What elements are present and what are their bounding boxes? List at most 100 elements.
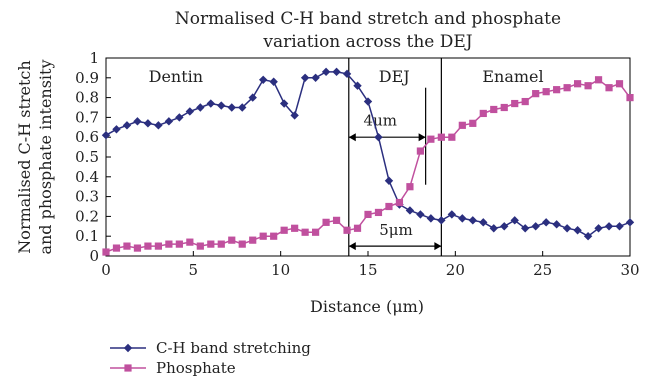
annotations: 4μm 5μm bbox=[348, 87, 442, 251]
data-point bbox=[332, 67, 341, 77]
data-point bbox=[321, 67, 331, 77]
data-point bbox=[123, 242, 131, 250]
data-point bbox=[186, 238, 194, 246]
data-point bbox=[458, 214, 467, 223]
data-point bbox=[322, 218, 330, 226]
data-point bbox=[154, 121, 163, 130]
data-point bbox=[143, 119, 153, 128]
data-point bbox=[280, 226, 288, 234]
data-point bbox=[426, 214, 436, 223]
data-point bbox=[196, 103, 205, 112]
x-tick-label: 25 bbox=[533, 261, 552, 279]
data-point bbox=[385, 202, 393, 211]
chart-title-line-2: variation across the DEJ bbox=[262, 32, 472, 52]
data-point bbox=[175, 113, 184, 122]
data-point bbox=[238, 103, 247, 112]
annotation-label: 5μm bbox=[379, 221, 413, 239]
x-tick-label: 15 bbox=[358, 261, 377, 279]
data-point bbox=[437, 216, 446, 225]
data-point bbox=[353, 81, 362, 90]
data-point bbox=[521, 224, 530, 233]
data-point bbox=[469, 119, 477, 127]
y-tick-label: 0.7 bbox=[75, 108, 99, 126]
data-point bbox=[269, 77, 278, 86]
region-labels: Dentin DEJ Enamel bbox=[149, 67, 544, 86]
x-tick-label: 0 bbox=[101, 261, 111, 279]
data-point bbox=[102, 248, 110, 256]
y-tick-label: 0.1 bbox=[75, 227, 99, 245]
y-axis-label-line-2: and phosphate intensity bbox=[36, 59, 55, 254]
data-point bbox=[206, 99, 215, 108]
data-point bbox=[583, 232, 593, 241]
data-point bbox=[479, 109, 487, 118]
axis-ticks: 0 5 10 15 20 25 3000.10.20.30.40.50.60.70.80.9… bbox=[75, 49, 639, 279]
data-point bbox=[207, 240, 215, 248]
region-label: Dentin bbox=[149, 67, 203, 86]
data-point bbox=[112, 244, 121, 252]
data-point bbox=[311, 73, 320, 82]
data-point bbox=[490, 105, 498, 114]
data-point bbox=[144, 242, 152, 250]
x-tick-label: 20 bbox=[446, 261, 465, 279]
data-point bbox=[259, 75, 268, 84]
data-point bbox=[217, 101, 226, 110]
region-label: Enamel bbox=[482, 67, 543, 86]
data-point bbox=[343, 226, 351, 234]
data-point bbox=[510, 216, 519, 225]
data-point bbox=[395, 198, 404, 207]
data-point bbox=[227, 103, 236, 112]
data-point bbox=[101, 131, 111, 140]
data-point bbox=[489, 224, 498, 233]
data-point bbox=[363, 97, 373, 106]
data-point bbox=[615, 80, 624, 88]
data-point bbox=[249, 236, 257, 244]
data-point bbox=[270, 232, 278, 240]
data-point bbox=[521, 97, 529, 106]
data-point bbox=[479, 218, 488, 227]
data-point bbox=[175, 240, 183, 248]
data-point bbox=[228, 236, 236, 244]
data-point bbox=[604, 222, 614, 231]
legend-label: Phosphate bbox=[156, 359, 236, 377]
data-point bbox=[615, 222, 624, 231]
data-point bbox=[332, 216, 341, 224]
data-point bbox=[626, 94, 634, 102]
data-point bbox=[531, 222, 540, 231]
data-point bbox=[541, 218, 551, 227]
x-tick-label: 30 bbox=[620, 261, 639, 279]
data-point bbox=[625, 218, 635, 227]
legend: C-H band stretching Phosphate bbox=[110, 339, 311, 377]
data-point bbox=[594, 224, 603, 233]
data-point bbox=[553, 86, 561, 94]
x-tick-label: 5 bbox=[189, 261, 199, 279]
data-point bbox=[594, 76, 603, 84]
data-point bbox=[259, 232, 267, 240]
annotation-arrowhead bbox=[434, 242, 442, 251]
annotation-arrowhead bbox=[418, 133, 426, 142]
region-label: DEJ bbox=[379, 67, 410, 86]
data-point bbox=[573, 226, 582, 235]
y-tick-label: 0.8 bbox=[75, 89, 99, 107]
annotation-label: 4μm bbox=[363, 111, 397, 129]
y-tick-label: 0 bbox=[89, 247, 99, 265]
data-point bbox=[468, 216, 477, 225]
legend-marker bbox=[123, 343, 133, 353]
legend-marker bbox=[124, 364, 132, 372]
y-tick-label: 0.5 bbox=[75, 148, 99, 166]
data-point bbox=[605, 84, 613, 92]
x-tick-label: 10 bbox=[271, 261, 290, 279]
data-point bbox=[574, 80, 582, 88]
data-point bbox=[500, 222, 509, 231]
chart-title-line-1: Normalised C-H band stretch and phosphat… bbox=[175, 9, 561, 29]
data-point bbox=[511, 99, 519, 108]
data-point bbox=[154, 242, 162, 250]
data-point bbox=[437, 133, 445, 141]
data-point bbox=[164, 117, 174, 126]
y-tick-label: 0.3 bbox=[75, 188, 99, 206]
data-point bbox=[406, 183, 414, 191]
data-point bbox=[374, 208, 383, 217]
y-axis-label-line-1: Normalised C-H stretch bbox=[15, 60, 34, 253]
data-point bbox=[584, 82, 592, 90]
legend-label: C-H band stretching bbox=[156, 339, 311, 357]
